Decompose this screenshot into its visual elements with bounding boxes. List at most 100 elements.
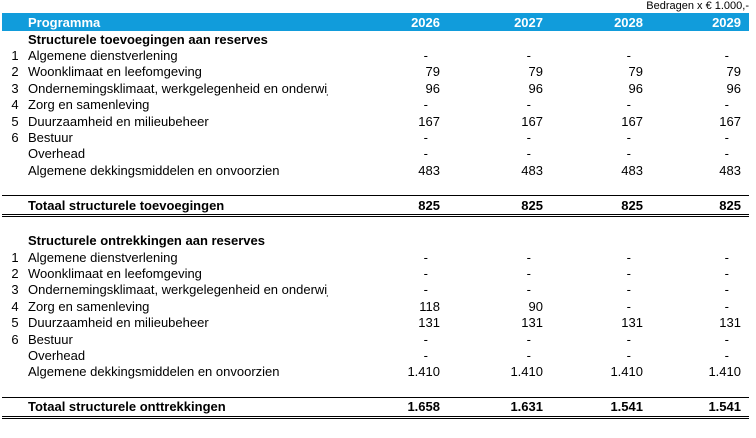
value-cell: 96 — [726, 80, 741, 96]
section-title: Structurele toevoegingen aan reserves — [28, 31, 268, 47]
value-cell: - — [423, 249, 428, 265]
value-cell: - — [423, 97, 428, 113]
total-value-cell: 1.541 — [543, 396, 643, 419]
value-cell: 483 — [418, 162, 440, 178]
row-number — [2, 364, 28, 380]
table-row: Overhead - - - - — [2, 146, 749, 162]
value-cell: 1.410 — [407, 364, 440, 380]
table-row: 3 Ondernemingsklimaat, werkgelegenheid e… — [2, 80, 749, 96]
table-row: 6 Bestuur - - - - — [2, 331, 749, 347]
value-cell: - — [724, 298, 729, 314]
table-row: 4 Zorg en samenleving 118 90 - - — [2, 298, 749, 314]
value-cell: - — [626, 331, 631, 347]
row-number: 3 — [11, 282, 19, 298]
value-cell: 131 — [521, 315, 543, 331]
program-name: Algemene dekkingsmiddelen en onvoorzien — [28, 162, 280, 178]
program-name: Duurzaamheid en milieubeheer — [28, 315, 209, 331]
value-cell: - — [626, 48, 631, 64]
row-number — [2, 347, 28, 363]
total-value-cell: 825 — [328, 195, 440, 218]
table-row: 5 Duurzaamheid en milieubeheer 167 167 1… — [2, 113, 749, 129]
program-name: Ondernemingsklimaat, werkgelegenheid en … — [28, 80, 328, 96]
value-cell: - — [423, 347, 428, 363]
program-name: Overhead — [28, 146, 86, 162]
column-header-year-2026: 2026 — [328, 13, 440, 31]
value-cell: - — [526, 130, 531, 146]
program-name: Woonklimaat en leefomgeving — [28, 265, 202, 281]
value-cell: 79 — [528, 64, 543, 80]
value-cell: 79 — [726, 64, 741, 80]
program-name: Algemene dienstverlening — [28, 249, 178, 265]
value-cell: 90 — [528, 298, 543, 314]
program-name: Overhead — [28, 347, 86, 363]
total-label: Totaal structurele toevoegingen — [2, 195, 328, 218]
total-value-cell: 825 — [440, 195, 543, 218]
program-name: Bestuur — [28, 331, 73, 347]
value-cell: 167 — [621, 113, 643, 129]
value-cell: - — [423, 146, 428, 162]
value-cell: 483 — [521, 162, 543, 178]
value-cell: - — [423, 331, 428, 347]
row-number: 6 — [11, 130, 19, 146]
program-name: Woonklimaat en leefomgeving — [28, 64, 202, 80]
value-cell: - — [626, 97, 631, 113]
value-cell: 131 — [621, 315, 643, 331]
value-cell: 96 — [628, 80, 643, 96]
value-cell: - — [626, 130, 631, 146]
column-header-year-2029: 2029 — [643, 13, 749, 31]
column-header-year-2027: 2027 — [440, 13, 543, 31]
value-cell: - — [423, 48, 428, 64]
value-cell: - — [526, 249, 531, 265]
section-title-row: Structurele ontrekkingen aan reserves — [2, 233, 749, 249]
program-name: Algemene dekkingsmiddelen en onvoorzien — [28, 364, 280, 380]
value-cell: - — [526, 265, 531, 281]
value-cell: - — [724, 97, 729, 113]
table-row: 6 Bestuur - - - - — [2, 129, 749, 145]
value-cell: 1.410 — [610, 364, 643, 380]
column-header-year-2028: 2028 — [543, 13, 643, 31]
value-cell: - — [724, 282, 729, 298]
value-cell: - — [724, 146, 729, 162]
table-header-row: Programma 2026 2027 2028 2029 — [2, 13, 749, 31]
value-cell: - — [526, 347, 531, 363]
table-row: 3 Ondernemingsklimaat, werkgelegenheid e… — [2, 282, 749, 298]
column-header-programma: Programma — [2, 13, 328, 31]
row-number: 4 — [11, 97, 19, 113]
section-title: Structurele ontrekkingen aan reserves — [28, 233, 265, 249]
value-cell: - — [626, 347, 631, 363]
row-number: 1 — [11, 249, 19, 265]
value-cell: 131 — [418, 315, 440, 331]
value-cell: 79 — [628, 64, 643, 80]
value-cell: 167 — [521, 113, 543, 129]
value-cell: 167 — [418, 113, 440, 129]
value-cell: - — [724, 249, 729, 265]
table-row: 2 Woonklimaat en leefomgeving - - - - — [2, 265, 749, 281]
row-number: 5 — [11, 315, 19, 331]
table-row: Algemene dekkingsmiddelen en onvoorzien … — [2, 364, 749, 380]
value-cell: - — [724, 331, 729, 347]
section-title-row: Structurele toevoegingen aan reserves — [2, 31, 749, 47]
program-name: Ondernemingsklimaat, werkgelegenheid en … — [28, 282, 328, 298]
value-cell: - — [724, 347, 729, 363]
value-cell: 1.410 — [510, 364, 543, 380]
total-value-cell: 1.541 — [643, 396, 749, 419]
row-number: 1 — [11, 48, 19, 64]
table-row: 5 Duurzaamheid en milieubeheer 131 131 1… — [2, 314, 749, 330]
program-name: Zorg en samenleving — [28, 298, 150, 314]
spacer-row — [2, 380, 749, 397]
table-row: 1 Algemene dienstverlening - - - - — [2, 47, 749, 63]
value-cell: - — [423, 265, 428, 281]
value-cell: 483 — [719, 162, 741, 178]
value-cell: 79 — [425, 64, 440, 80]
row-number — [2, 146, 28, 162]
row-number: 2 — [11, 64, 19, 80]
table-row: Algemene dekkingsmiddelen en onvoorzien … — [2, 162, 749, 178]
total-row-onttrekkingen: Totaal structurele onttrekkingen 1.658 1… — [2, 396, 749, 419]
value-cell: - — [626, 282, 631, 298]
row-number — [2, 162, 28, 178]
value-cell: 131 — [719, 315, 741, 331]
value-cell: - — [526, 331, 531, 347]
total-value-cell: 1.631 — [440, 396, 543, 419]
program-name: Duurzaamheid en milieubeheer — [28, 113, 209, 129]
